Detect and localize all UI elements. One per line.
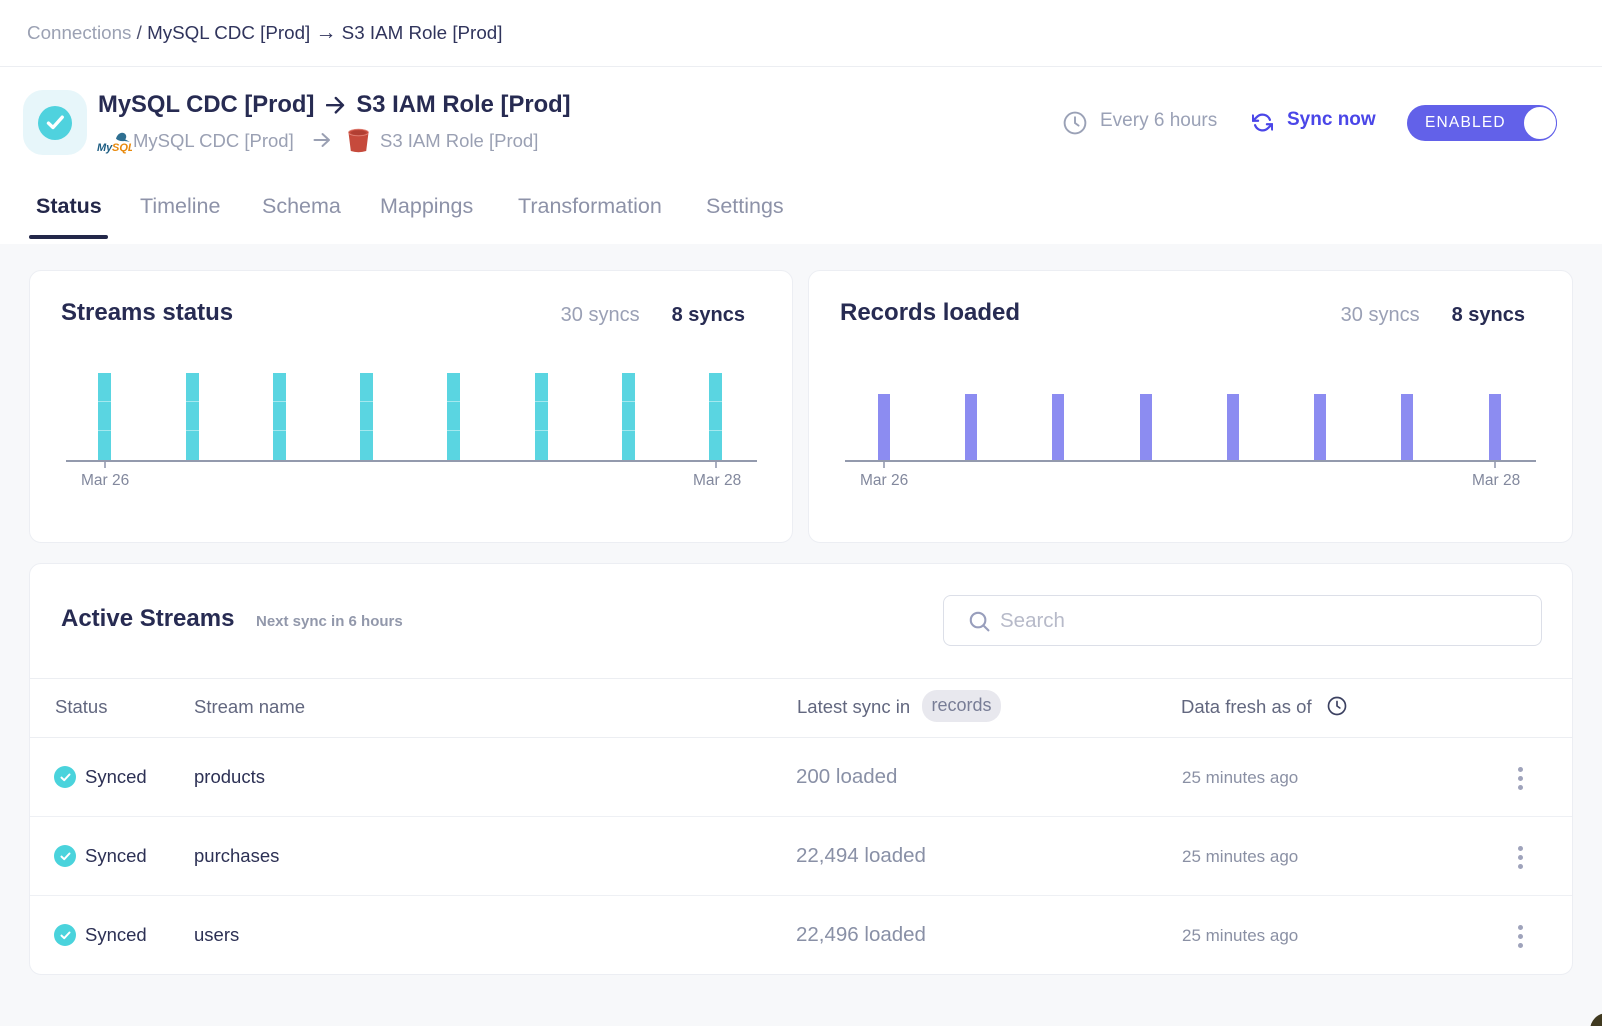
svg-text:My: My xyxy=(97,142,113,154)
svg-text:SQL: SQL xyxy=(112,142,132,154)
